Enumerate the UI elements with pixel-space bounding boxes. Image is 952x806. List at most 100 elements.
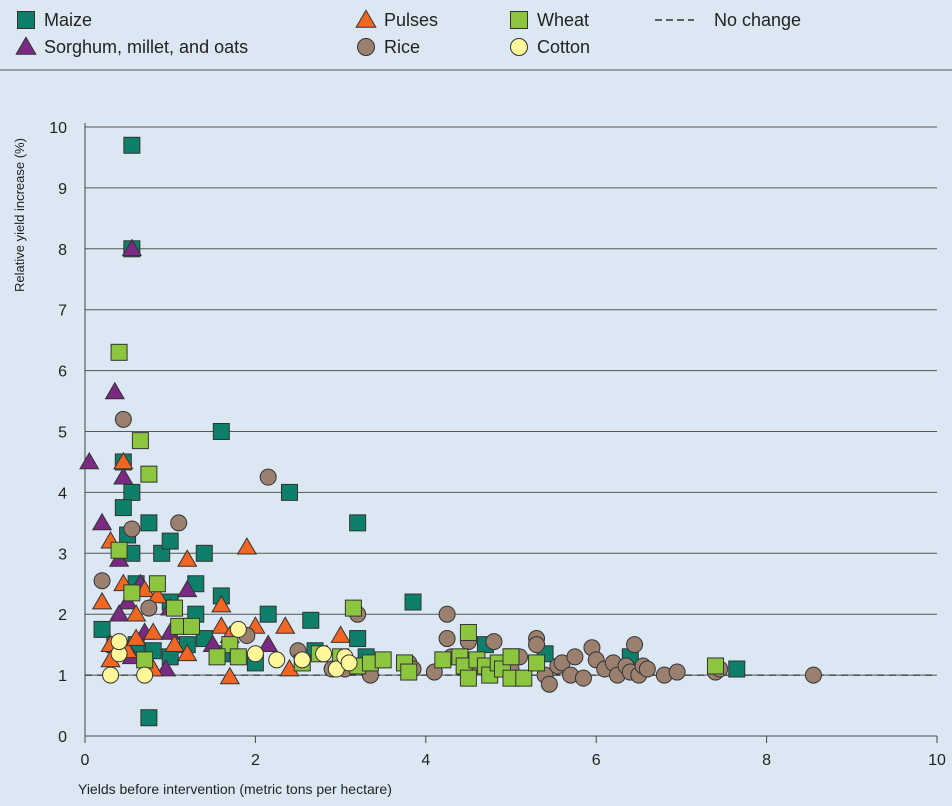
maize-point: [140, 514, 158, 532]
x-tick-label: 8: [762, 752, 771, 769]
cotton-point: [315, 645, 333, 663]
cotton-point: [110, 633, 128, 651]
maize-point: [114, 499, 132, 517]
wheat-point: [400, 663, 418, 681]
maize-point: [728, 660, 746, 678]
cotton-point: [136, 666, 154, 684]
maize-point: [212, 423, 230, 440]
y-tick-label: 4: [58, 485, 67, 502]
maize-point: [123, 483, 141, 501]
rice-point: [438, 630, 456, 648]
pulses-point: [275, 616, 296, 634]
maize-point: [280, 483, 298, 501]
rice-point: [123, 520, 141, 538]
rice-point: [574, 669, 592, 687]
y-axis-label: Relative yield increase (%): [12, 138, 27, 292]
pulses-point: [330, 625, 351, 643]
cotton-point: [268, 651, 286, 669]
wheat-point: [148, 575, 166, 593]
legend-label-pulses: Pulses: [384, 10, 438, 30]
wheat-point: [110, 541, 128, 559]
maize-point: [302, 611, 320, 629]
maize-point: [195, 544, 213, 562]
rice-point: [540, 675, 558, 693]
sorghum-point: [258, 634, 279, 652]
sorghum-point: [91, 512, 113, 531]
rice-point: [93, 572, 111, 590]
maize-point: [349, 630, 367, 648]
x-tick-label: 10: [928, 752, 946, 769]
y-tick-label: 0: [58, 729, 67, 746]
wheat-point: [528, 654, 546, 672]
wheat-point: [374, 651, 392, 669]
wheat-point: [502, 648, 520, 666]
rice-point: [114, 410, 132, 428]
rice-point: [566, 648, 584, 666]
pulses-point: [125, 628, 147, 646]
wheat-point: [706, 657, 724, 675]
wheat-point: [183, 617, 200, 635]
wheat-point: [131, 432, 149, 450]
legend-circle-icon: [357, 38, 375, 56]
maize-point: [161, 532, 179, 550]
y-tick-label: 8: [58, 242, 67, 259]
maize-point: [123, 136, 141, 154]
pulses-point: [143, 622, 164, 640]
pulses-point: [236, 537, 258, 555]
legend-label-rice: Rice: [384, 37, 420, 57]
wheat-point: [110, 343, 128, 361]
y-tick-label: 3: [58, 546, 67, 563]
y-tick-label: 9: [58, 181, 67, 198]
pulses-point: [147, 585, 168, 604]
rice-point: [638, 660, 656, 678]
legend-label-nochange: No change: [714, 10, 801, 30]
y-tick-label: 2: [58, 607, 67, 624]
rice-point: [528, 636, 546, 654]
y-tick-label: 5: [58, 425, 67, 442]
wheat-point: [515, 669, 533, 687]
pulses-point: [177, 643, 198, 662]
pulses-point: [91, 591, 113, 610]
wheat-point: [434, 651, 452, 669]
sorghum-point: [155, 658, 177, 677]
sorghum-point: [108, 604, 130, 622]
legend-triangle-icon: [355, 9, 377, 28]
axes: 0 1 2 3 4 5 6 7 8 9 10 0 2 4 6 8 10: [49, 120, 946, 769]
rice-point: [170, 514, 188, 532]
pulses-point: [125, 604, 147, 622]
rice-point: [668, 663, 686, 681]
maize-point: [93, 620, 111, 638]
y-tick-label: 6: [58, 364, 67, 381]
wheat-point: [136, 651, 154, 669]
y-tick-label: 1: [58, 668, 67, 685]
pulses-point: [177, 549, 198, 567]
cotton-point: [246, 645, 264, 663]
rice-point: [140, 599, 158, 617]
pulses-point: [211, 616, 232, 634]
sorghum-point: [104, 381, 125, 400]
rice-point: [438, 605, 456, 623]
pulses-point: [219, 666, 240, 685]
sorghum-point: [113, 467, 134, 485]
wheat-point: [140, 465, 158, 483]
cotton-point: [229, 620, 247, 638]
legend-label-sorghum: Sorghum, millet, and oats: [44, 37, 248, 57]
x-tick-label: 4: [421, 752, 430, 769]
x-tick-label: 2: [251, 752, 260, 769]
maize-point: [404, 593, 422, 611]
rice-point: [626, 636, 644, 654]
maize-point: [349, 514, 367, 532]
legend-circle-icon: [510, 38, 528, 56]
rice-point: [804, 666, 822, 684]
cotton-point: [102, 666, 120, 684]
wheat-point: [208, 648, 226, 666]
wheat-point: [165, 599, 183, 617]
maize-point: [140, 709, 158, 727]
pulses-point: [113, 451, 134, 470]
wheat-point: [459, 623, 477, 641]
maize-point: [259, 605, 277, 623]
sorghum-point: [121, 238, 143, 257]
y-tick-label: 10: [49, 120, 67, 137]
pulses-point: [164, 634, 185, 652]
